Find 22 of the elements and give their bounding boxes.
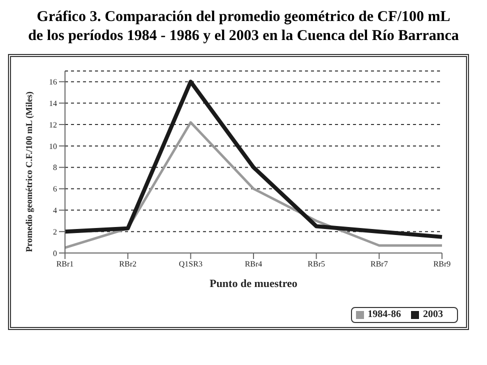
y-tick-label: 4 <box>53 206 57 216</box>
y-axis-title: Promedio geométrico C.F./100 mL (Miles) <box>24 92 34 252</box>
x-tick-label: Q1SR3 <box>178 260 202 269</box>
y-tick-label: 8 <box>53 163 57 172</box>
x-tick-label: RBr7 <box>370 260 388 269</box>
y-tick-label: 16 <box>49 78 57 87</box>
x-tick-label: RBr9 <box>433 260 451 269</box>
x-tick-label: RBr4 <box>244 260 262 269</box>
y-tick-label: 6 <box>53 184 57 194</box>
y-tick-label: 10 <box>49 142 57 151</box>
y-tick-label: 2 <box>53 227 57 236</box>
y-tick-label: 0 <box>53 248 57 258</box>
y-tick-label: 14 <box>49 98 57 108</box>
legend-label: 2003 <box>423 309 443 320</box>
x-tick-label: RBr1 <box>56 260 74 269</box>
x-tick-label: RBr5 <box>308 260 326 269</box>
x-axis-title: Punto de muestreo <box>210 278 298 290</box>
legend-label: 1984-86 <box>368 309 401 320</box>
chart-title: Gráfico 3. Comparación del promedio geométrico de CF/100 mL de los períodos 1984 - 1986 y el 2003 en la Cuenca del Río Barranca <box>27 8 460 46</box>
x-tick-label: RBr2 <box>119 260 137 269</box>
y-tick-label: 12 <box>49 120 57 130</box>
line-series <box>63 80 444 239</box>
